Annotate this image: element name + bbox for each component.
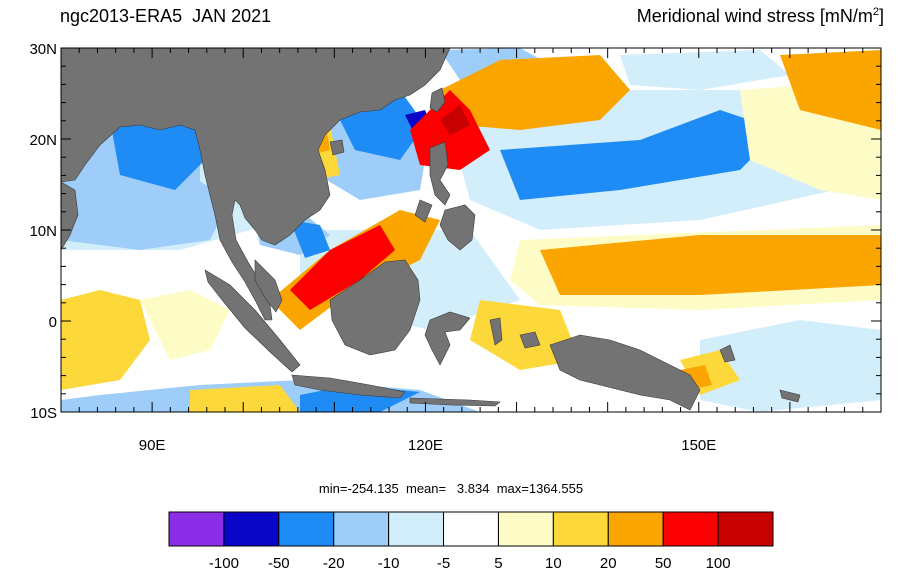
colorbar-box xyxy=(443,511,499,547)
colorbar-label: 10 xyxy=(545,555,562,572)
lon-label: 90E xyxy=(139,437,166,454)
colorbar-box xyxy=(717,511,774,547)
plot-title-left: ngc2013-ERA5 JAN 2021 xyxy=(60,6,272,26)
latitude-labels: 30N 20N 10N 0 10S xyxy=(29,41,57,422)
colorbar-box xyxy=(168,511,225,547)
colorbar-box xyxy=(333,511,390,547)
lat-label: 30N xyxy=(29,41,57,58)
lat-label: 10S xyxy=(30,405,57,422)
map-field xyxy=(61,48,881,412)
colorbar-box xyxy=(278,511,335,547)
lon-label: 150E xyxy=(681,437,716,454)
colorbar-labels: -100 -50 -20 -10 -5 5 10 20 50 100 xyxy=(209,555,731,572)
lat-label: 0 xyxy=(49,314,57,331)
colorbar-label: -100 xyxy=(209,555,239,572)
colorbar-label: -10 xyxy=(378,555,400,572)
colorbar-label: -50 xyxy=(268,555,290,572)
colorbar-label: 50 xyxy=(655,555,672,572)
colorbar-label: 100 xyxy=(706,555,731,572)
colorbar-label: 20 xyxy=(600,555,617,572)
colorbar-label: -20 xyxy=(323,555,345,572)
colorbar-label: -5 xyxy=(437,555,450,572)
longitude-labels: 90E 120E 150E xyxy=(139,437,717,454)
lon-label: 120E xyxy=(408,437,443,454)
colorbar-box xyxy=(497,511,554,547)
lat-label: 10N xyxy=(29,223,57,240)
axis-ticks xyxy=(60,47,882,413)
lat-label: 20N xyxy=(29,132,57,149)
colorbar-label: 5 xyxy=(494,555,502,572)
colorbar-box xyxy=(388,511,445,547)
plot-title-right: Meridional wind stress [mN/m2] xyxy=(636,6,884,26)
colorbar-box xyxy=(662,511,719,547)
colorbar-box xyxy=(223,511,280,547)
colorbar-box xyxy=(552,511,609,547)
colorbar-boxes xyxy=(168,511,774,547)
wind-stress-map: 30N 20N 10N 0 10S 90E 120E 150E xyxy=(29,41,882,454)
land xyxy=(61,48,801,411)
colorbar-box xyxy=(607,511,664,547)
field-statistics: min=-254.135 mean= 3.834 max=1364.555 xyxy=(318,481,584,496)
